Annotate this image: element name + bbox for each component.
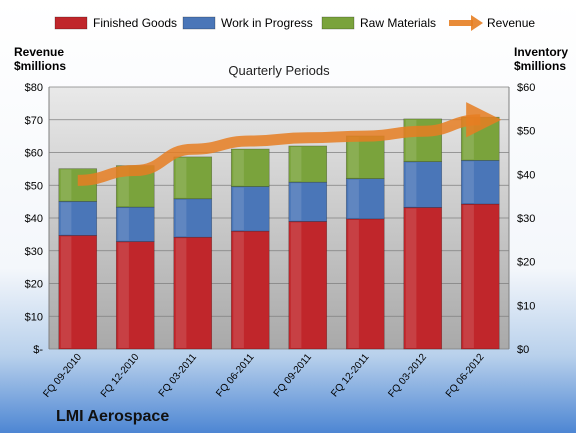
right-tick-label: $40	[517, 169, 535, 181]
work-in-progress-bar-highlight	[118, 208, 129, 241]
work-in-progress-bar	[173, 198, 213, 238]
raw-materials-bar	[345, 135, 385, 179]
legend-label: Raw Materials	[360, 16, 436, 30]
left-tick-label: $70	[25, 115, 43, 127]
finished-goods-bar-highlight	[233, 232, 244, 348]
finished-goods-bar-highlight	[175, 238, 187, 348]
finished-goods-bar	[345, 218, 385, 350]
finished-goods-bar-highlight	[405, 208, 417, 348]
right-tick-label: $60	[517, 82, 535, 94]
work-in-progress-bar	[58, 201, 98, 236]
left-tick-label: $-	[33, 344, 43, 356]
chart-title: Quarterly Periods	[228, 63, 330, 78]
raw-materials-bar-highlight	[290, 146, 302, 182]
right-tick-label: $30	[517, 213, 535, 225]
right-axis-label-line1: Inventory	[514, 45, 568, 59]
finished-goods-bar-highlight	[463, 205, 474, 348]
work-in-progress-bar-highlight	[290, 183, 302, 221]
left-tick-label: $30	[25, 246, 43, 258]
finished-goods-bar	[460, 203, 500, 350]
finished-goods-bar	[403, 207, 443, 350]
raw-materials-bar-highlight	[348, 136, 359, 178]
left-axis-ticks: $- $10 $20 $30 $40 $50 $60 $70 $80	[25, 82, 44, 356]
right-axis-ticks: $0 $10 $20 $30 $40 $50 $60	[517, 82, 535, 356]
legend-label: Revenue	[487, 16, 535, 30]
legend: Finished Goods Work in Progress Raw Materi…	[54, 15, 535, 31]
right-axis-label-line2: $millions	[514, 59, 566, 73]
left-tick-label: $80	[25, 82, 43, 94]
raw-materials-bar	[230, 148, 270, 187]
raw-materials-bar-highlight	[233, 150, 244, 186]
legend-label: Finished Goods	[93, 16, 177, 30]
legend-swatch	[321, 16, 355, 30]
left-tick-label: $40	[25, 213, 43, 225]
finished-goods-bar-highlight	[348, 219, 359, 348]
finished-goods-bar	[58, 235, 98, 350]
left-tick-label: $10	[25, 311, 43, 323]
work-in-progress-bar-highlight	[348, 179, 359, 218]
raw-materials-bar-highlight	[175, 157, 187, 198]
work-in-progress-bar	[115, 206, 155, 242]
work-in-progress-bar-highlight	[463, 161, 474, 204]
work-in-progress-bar	[230, 186, 270, 232]
work-in-progress-bar-highlight	[60, 202, 72, 235]
finished-goods-bar	[230, 230, 270, 350]
work-in-progress-bar-highlight	[233, 187, 244, 231]
revenue-line-layer	[77, 102, 502, 186]
right-tick-label: $20	[517, 257, 535, 269]
legend-swatch	[54, 16, 88, 30]
finished-goods-bar	[115, 241, 155, 350]
left-axis-label-line1: Revenue	[14, 45, 64, 59]
work-in-progress-bar	[345, 178, 385, 220]
finished-goods-bar-highlight	[118, 242, 129, 348]
work-in-progress-bar-highlight	[175, 199, 187, 237]
company-name: LMI Aerospace	[56, 408, 169, 425]
left-tick-label: $60	[25, 148, 43, 160]
revenue-trend-arrow	[77, 102, 502, 186]
left-tick-label: $20	[25, 279, 43, 291]
finished-goods-bar	[173, 236, 213, 350]
finished-goods-bar-highlight	[290, 222, 302, 348]
raw-materials-bar	[288, 145, 328, 183]
raw-materials-bar-highlight	[463, 118, 474, 160]
legend-swatch	[182, 16, 216, 30]
right-tick-label: $0	[517, 344, 529, 356]
raw-materials-bar-highlight	[118, 166, 129, 207]
work-in-progress-bar	[288, 181, 328, 222]
left-tick-label: $50	[25, 180, 43, 192]
raw-materials-bar-highlight	[405, 119, 417, 161]
finished-goods-bar-highlight	[60, 236, 72, 348]
legend-arrowhead	[471, 15, 483, 31]
bars	[58, 116, 500, 350]
right-tick-label: $10	[517, 300, 535, 312]
raw-materials-bar-highlight	[60, 169, 72, 201]
right-tick-label: $50	[517, 126, 535, 138]
raw-materials-bar	[173, 156, 213, 200]
left-axis-label-line2: $millions	[14, 59, 66, 73]
work-in-progress-bar-highlight	[405, 162, 417, 207]
legend-label: Work in Progress	[221, 16, 313, 30]
